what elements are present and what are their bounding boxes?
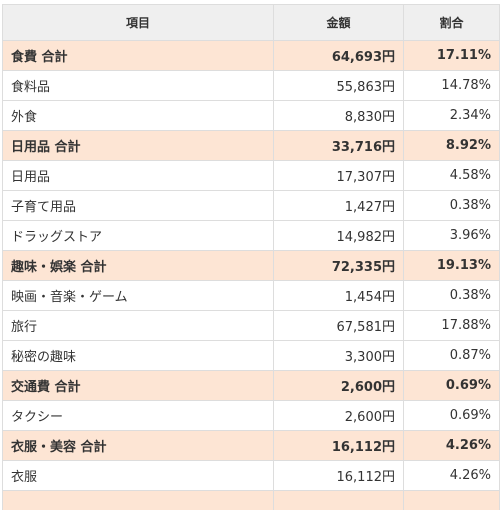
header-amount[interactable]: 金額: [273, 4, 404, 41]
category-total-row: 食費 合計 64,693円 17.11%: [2, 40, 500, 71]
cell-amount: 2,600円: [273, 370, 404, 401]
category-total-row: 趣味・娯楽 合計 72,335円 19.13%: [2, 250, 500, 281]
table-row: 食料品 55,863円 14.78%: [2, 70, 500, 101]
cell-label: ドラッグストア: [2, 220, 274, 251]
cell-label: 外食: [2, 100, 274, 131]
cell-label: 日用品: [2, 160, 274, 191]
cell-amount: 8,830円: [273, 100, 404, 131]
cell-ratio: 8.92%: [403, 130, 500, 161]
budget-table: 項目 金額 割合 食費 合計 64,693円 17.11% 食料品 55,863円 14.…: [2, 4, 500, 510]
cell-ratio: [403, 490, 500, 510]
cell-label: 旅行: [2, 310, 274, 341]
cell-ratio: 17.88%: [403, 310, 500, 341]
table-body: 食費 合計 64,693円 17.11% 食料品 55,863円 14.78% 外食 8,83…: [2, 40, 500, 510]
cell-label: 食料品: [2, 70, 274, 101]
cell-label: [2, 490, 274, 510]
table-row: 旅行 67,581円 17.88%: [2, 310, 500, 341]
cell-ratio: 3.96%: [403, 220, 500, 251]
cell-label: 交通費 合計: [2, 370, 274, 401]
category-total-row: 衣服・美容 合計 16,112円 4.26%: [2, 430, 500, 461]
table-row: 外食 8,830円 2.34%: [2, 100, 500, 131]
table-row: 映画・音楽・ゲーム 1,454円 0.38%: [2, 280, 500, 311]
cell-ratio: 4.58%: [403, 160, 500, 191]
cell-amount: 55,863円: [273, 70, 404, 101]
cell-amount: 33,716円: [273, 130, 404, 161]
cell-ratio: 17.11%: [403, 40, 500, 71]
category-total-row: [2, 490, 500, 510]
cell-ratio: 19.13%: [403, 250, 500, 281]
cell-label: 日用品 合計: [2, 130, 274, 161]
cell-label: 子育て用品: [2, 190, 274, 221]
cell-label: 食費 合計: [2, 40, 274, 71]
cell-amount: 1,454円: [273, 280, 404, 311]
cell-ratio: 2.34%: [403, 100, 500, 131]
cell-amount: 2,600円: [273, 400, 404, 431]
cell-amount: 64,693円: [273, 40, 404, 71]
table-row: 秘密の趣味 3,300円 0.87%: [2, 340, 500, 371]
table-row: 日用品 17,307円 4.58%: [2, 160, 500, 191]
cell-amount: 67,581円: [273, 310, 404, 341]
cell-amount: 3,300円: [273, 340, 404, 371]
table-row: 衣服 16,112円 4.26%: [2, 460, 500, 491]
header-ratio[interactable]: 割合: [403, 4, 500, 41]
cell-amount: 14,982円: [273, 220, 404, 251]
cell-ratio: 4.26%: [403, 430, 500, 461]
cell-ratio: 0.38%: [403, 280, 500, 311]
cell-amount: 17,307円: [273, 160, 404, 191]
cell-label: 衣服: [2, 460, 274, 491]
cell-amount: 16,112円: [273, 460, 404, 491]
category-total-row: 交通費 合計 2,600円 0.69%: [2, 370, 500, 401]
table-row: 子育て用品 1,427円 0.38%: [2, 190, 500, 221]
cell-ratio: 0.69%: [403, 400, 500, 431]
cell-label: 趣味・娯楽 合計: [2, 250, 274, 281]
cell-ratio: 0.69%: [403, 370, 500, 401]
cell-ratio: 4.26%: [403, 460, 500, 491]
cell-ratio: 14.78%: [403, 70, 500, 101]
cell-ratio: 0.87%: [403, 340, 500, 371]
table-row: タクシー 2,600円 0.69%: [2, 400, 500, 431]
cell-ratio: 0.38%: [403, 190, 500, 221]
cell-label: タクシー: [2, 400, 274, 431]
category-total-row: 日用品 合計 33,716円 8.92%: [2, 130, 500, 161]
table-row: ドラッグストア 14,982円 3.96%: [2, 220, 500, 251]
table-header-row: 項目 金額 割合: [2, 4, 500, 41]
cell-amount: 1,427円: [273, 190, 404, 221]
cell-label: 衣服・美容 合計: [2, 430, 274, 461]
header-item[interactable]: 項目: [2, 4, 274, 41]
cell-amount: [273, 490, 404, 510]
cell-amount: 16,112円: [273, 430, 404, 461]
cell-label: 映画・音楽・ゲーム: [2, 280, 274, 311]
cell-label: 秘密の趣味: [2, 340, 274, 371]
cell-amount: 72,335円: [273, 250, 404, 281]
